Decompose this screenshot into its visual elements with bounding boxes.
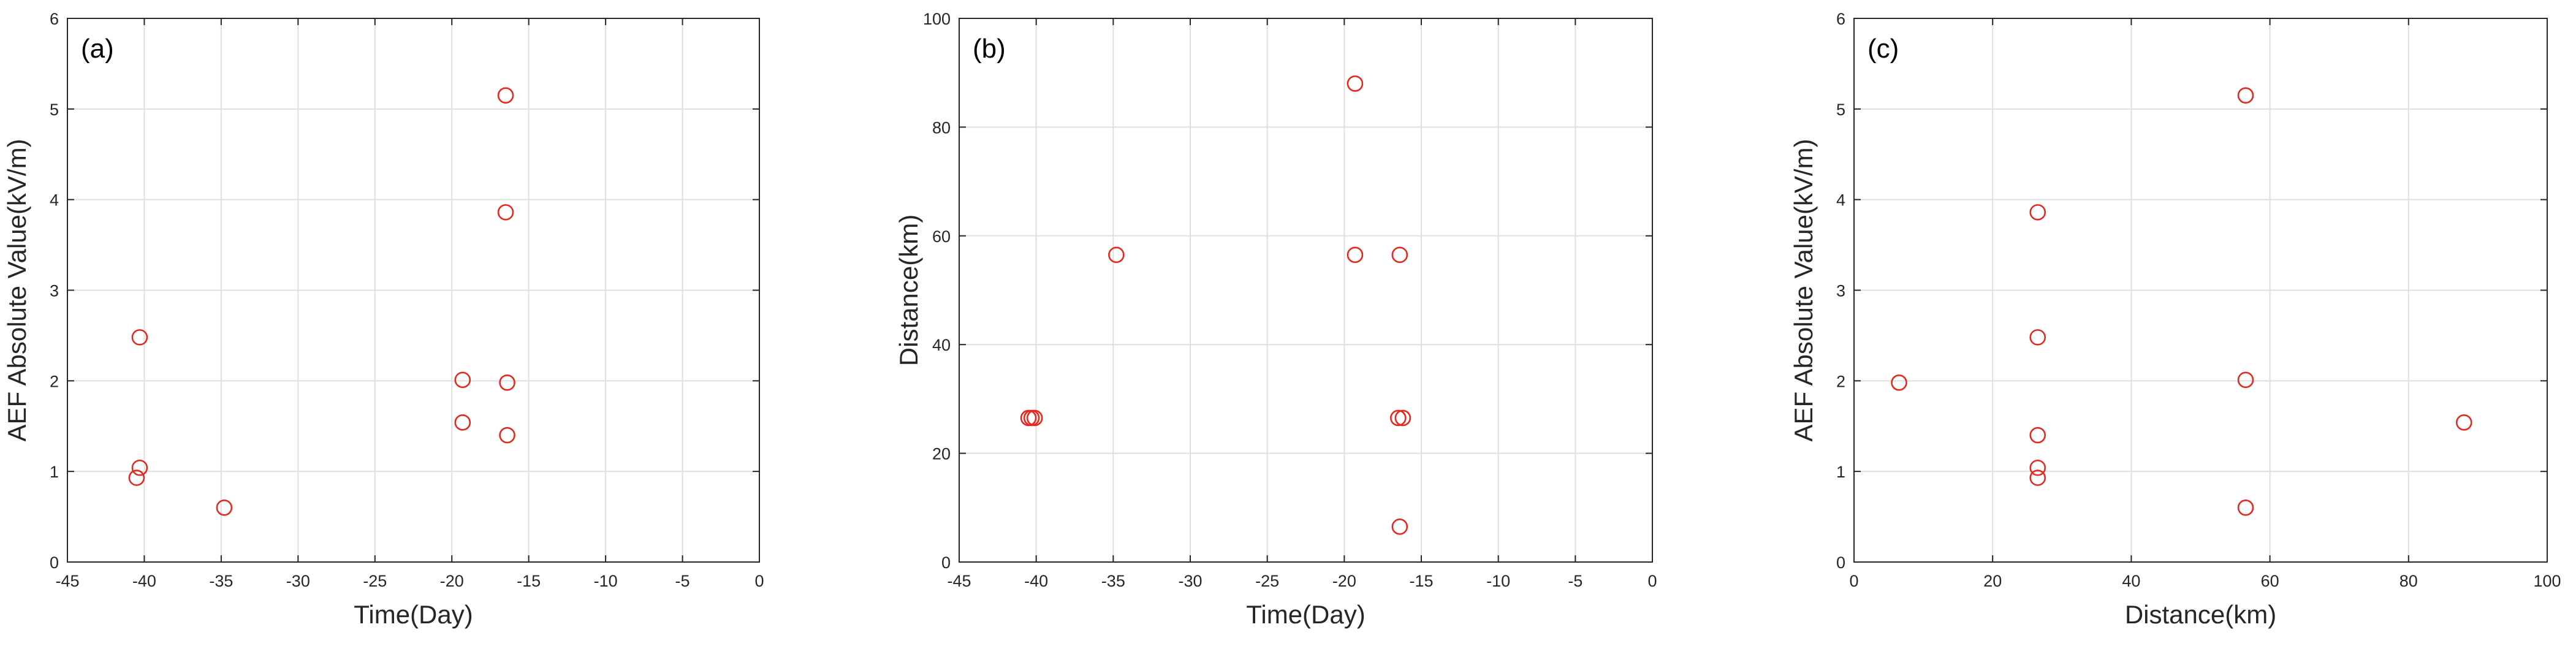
y-tick-label: 80: [932, 118, 951, 137]
x-tick-label: -35: [209, 572, 233, 590]
y-tick-label: 100: [923, 10, 951, 28]
x-tick-label: -10: [1486, 572, 1510, 590]
y-axis-label: AEF Absolute Value(kV/m): [2, 139, 31, 441]
x-tick-label: 20: [1983, 572, 2002, 590]
x-tick-label: -25: [363, 572, 387, 590]
y-tick-label: 4: [1836, 191, 1845, 210]
y-tick-label: 0: [1836, 553, 1845, 572]
y-tick-label: 60: [932, 227, 951, 246]
y-tick-label: 6: [50, 10, 59, 28]
data-point: [131, 329, 148, 346]
data-point: [216, 499, 233, 516]
data-point: [2237, 371, 2254, 389]
data-point: [128, 469, 145, 486]
y-tick-label: 2: [50, 372, 59, 390]
panel-0: -45 -40 -35 -30 -25 -20 -15 -10 -5 0 0 1 2 3 4 5 6 Time(D…: [2, 10, 764, 629]
data-point: [497, 87, 514, 104]
data-point: [497, 204, 514, 221]
x-tick-label: -45: [947, 572, 971, 590]
data-point: [131, 459, 148, 476]
x-tick-label: 40: [2122, 572, 2140, 590]
x-tick-label: -5: [1568, 572, 1582, 590]
x-axis-label: Distance(km): [2125, 600, 2276, 629]
y-tick-label: 3: [1836, 282, 1845, 300]
x-tick-label: -30: [1178, 572, 1202, 590]
y-tick-label: 3: [50, 282, 59, 300]
x-tick-label: 0: [1849, 572, 1858, 590]
x-tick-label: -45: [55, 572, 79, 590]
data-point: [2029, 204, 2046, 221]
panel-2: 0 20 40 60 80 100 0 1 2 3 4 5 6 Distance(km) AEF Absol…: [1789, 10, 2561, 629]
data-point: [1026, 409, 1043, 427]
y-tick-label: 0: [50, 553, 59, 572]
y-tick-label: 2: [1836, 372, 1845, 390]
data-point: [2237, 499, 2254, 516]
y-axis-label: AEF Absolute Value(kV/m): [1789, 139, 1818, 441]
x-tick-label: -20: [1332, 572, 1356, 590]
plot-area: [959, 18, 1652, 562]
panel-label: (a): [81, 34, 114, 64]
data-point: [2237, 87, 2254, 104]
y-tick-label: 40: [932, 336, 951, 354]
axes-frame: [959, 18, 1653, 563]
data-point: [454, 371, 471, 389]
x-tick-label: -30: [286, 572, 310, 590]
data-point: [1390, 409, 1407, 427]
y-tick-label: 1: [1836, 463, 1845, 481]
x-tick-label: -35: [1101, 572, 1125, 590]
x-tick-label: 60: [2261, 572, 2279, 590]
x-tick-label: -15: [1409, 572, 1433, 590]
panel-1: -45 -40 -35 -30 -25 -20 -15 -10 -5 0 0 20 40 60 80 100 T…: [894, 10, 1657, 629]
x-tick-label: -40: [1024, 572, 1048, 590]
data-point: [2029, 427, 2046, 444]
y-tick-label: 6: [1836, 10, 1845, 28]
data-point: [1108, 246, 1125, 264]
x-axis-label: Time(Day): [1246, 600, 1365, 629]
data-point: [1391, 519, 1408, 535]
data-point: [2029, 329, 2046, 346]
y-tick-label: 0: [941, 553, 951, 572]
data-point: [2029, 459, 2046, 476]
panel-label: (b): [973, 34, 1006, 64]
data-point: [1891, 374, 1907, 391]
y-tick-label: 4: [50, 191, 59, 210]
data-point: [1394, 409, 1411, 427]
data-point: [1347, 75, 1364, 92]
data-point: [1347, 246, 1364, 264]
x-tick-label: -5: [675, 572, 690, 590]
y-tick-label: 20: [932, 445, 951, 463]
y-tick-label: 5: [1836, 101, 1845, 119]
data-point: [499, 427, 515, 444]
x-tick-label: -20: [440, 572, 464, 590]
x-tick-label: -15: [517, 572, 541, 590]
x-tick-label: -40: [132, 572, 156, 590]
y-tick-label: 1: [50, 463, 59, 481]
data-point: [2029, 469, 2046, 486]
x-tick-label: 0: [1647, 572, 1657, 590]
data-point: [499, 374, 515, 391]
data-point: [454, 414, 471, 431]
panel-label: (c): [1867, 34, 1899, 64]
x-tick-label: 100: [2533, 572, 2561, 590]
x-tick-label: 80: [2399, 572, 2418, 590]
x-axis-label: Time(Day): [354, 600, 473, 629]
x-tick-label: -25: [1255, 572, 1279, 590]
x-tick-label: 0: [754, 572, 764, 590]
y-axis-label: Distance(km): [894, 215, 923, 366]
y-tick-label: 5: [50, 101, 59, 119]
data-point: [2455, 414, 2472, 431]
data-point: [1391, 246, 1408, 264]
x-tick-label: -10: [594, 572, 618, 590]
